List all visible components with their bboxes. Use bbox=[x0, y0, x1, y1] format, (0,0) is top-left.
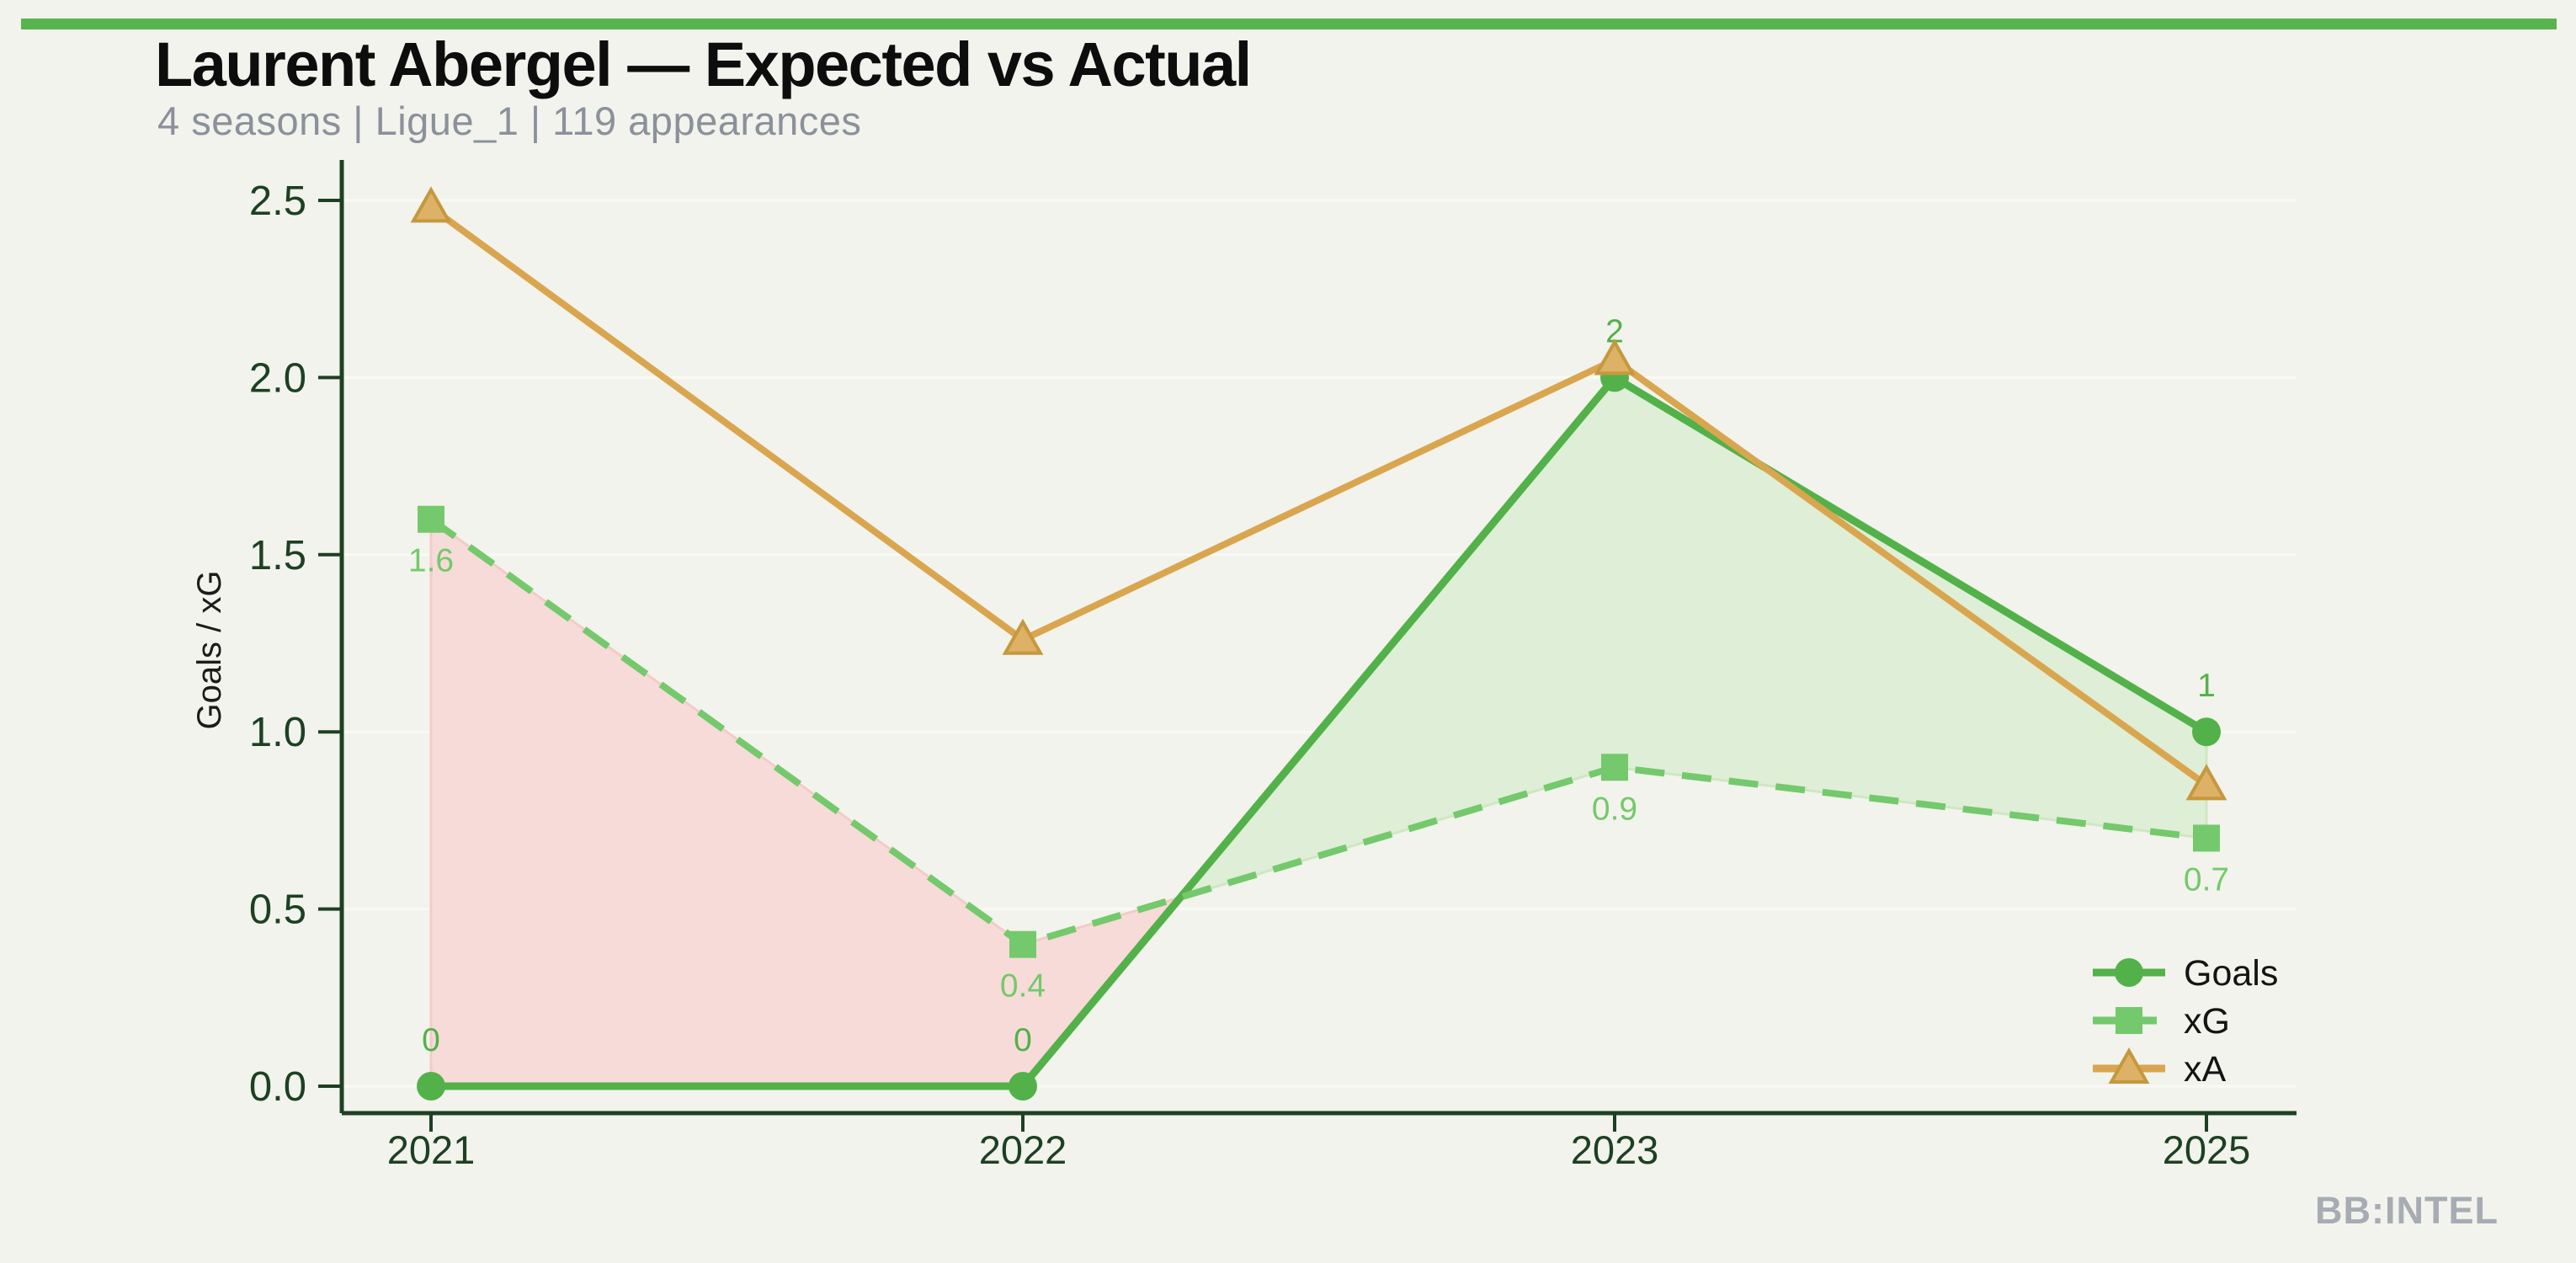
legend-marker-goals bbox=[2115, 958, 2143, 987]
marker-xg bbox=[1009, 930, 1036, 958]
series-line-xg bbox=[428, 516, 2207, 948]
value-label-goals: 0 bbox=[1014, 1022, 1032, 1058]
value-label-xg: 0.4 bbox=[1000, 968, 1046, 1005]
value-label-goals: 1 bbox=[2197, 668, 2216, 704]
value-label-xg: 0.7 bbox=[2184, 861, 2229, 898]
legend-label-goals: Goals bbox=[2184, 953, 2278, 994]
legend-marker-xa bbox=[2108, 1047, 2150, 1084]
x-tick-label: 2022 bbox=[979, 1127, 1067, 1172]
value-label-goals: 2 bbox=[1605, 313, 1624, 349]
marker-xg bbox=[1601, 754, 1628, 781]
series-line-xa bbox=[428, 205, 2209, 788]
chart-title: Laurent Abergel — Expected vs Actual bbox=[155, 29, 1252, 99]
legend-marker-xg bbox=[2116, 1007, 2142, 1034]
marker-xa bbox=[2185, 764, 2227, 801]
marker-xa bbox=[1002, 618, 1044, 655]
y-tick-label: 2.5 bbox=[249, 179, 306, 224]
value-label-xg: 0.9 bbox=[1592, 791, 1637, 827]
legend-item-xg: xG bbox=[2093, 1001, 2230, 1042]
marker-xg bbox=[418, 505, 444, 533]
legend-label-xa: xA bbox=[2184, 1049, 2227, 1090]
legend-item-xa: xA bbox=[2093, 1049, 2227, 1090]
y-tick-label: 1.5 bbox=[249, 533, 306, 578]
marker-xa bbox=[410, 186, 452, 223]
marker-goals bbox=[1009, 1072, 1037, 1100]
marker-goals bbox=[2192, 717, 2221, 747]
y-tick-label: 0.0 bbox=[249, 1064, 306, 1110]
x-tick-label: 2021 bbox=[387, 1127, 476, 1172]
y-tick-label: 2.0 bbox=[249, 355, 306, 401]
marker-xa bbox=[1594, 338, 1636, 376]
marker-xg bbox=[2193, 824, 2220, 852]
series-line-goals bbox=[431, 373, 2209, 1090]
legend-label-xg: xG bbox=[2184, 1001, 2230, 1042]
marker-goals bbox=[417, 1072, 445, 1100]
watermark: BB:INTEL bbox=[2315, 1189, 2499, 1232]
x-tick-label: 2025 bbox=[2163, 1127, 2251, 1172]
y-tick-label: 0.5 bbox=[249, 887, 306, 933]
x-tick-label: 2023 bbox=[1571, 1127, 1659, 1172]
value-label-xg: 1.6 bbox=[408, 543, 454, 579]
value-label-goals: 0 bbox=[422, 1022, 440, 1058]
chart-subtitle: 4 seasons | Ligue_1 | 119 appearances bbox=[157, 99, 862, 143]
y-tick-label: 1.0 bbox=[249, 710, 306, 755]
y-axis-title: Goals / xG bbox=[191, 571, 228, 730]
top-accent-bar bbox=[21, 19, 2557, 29]
fill-underperformance bbox=[429, 516, 1184, 1088]
